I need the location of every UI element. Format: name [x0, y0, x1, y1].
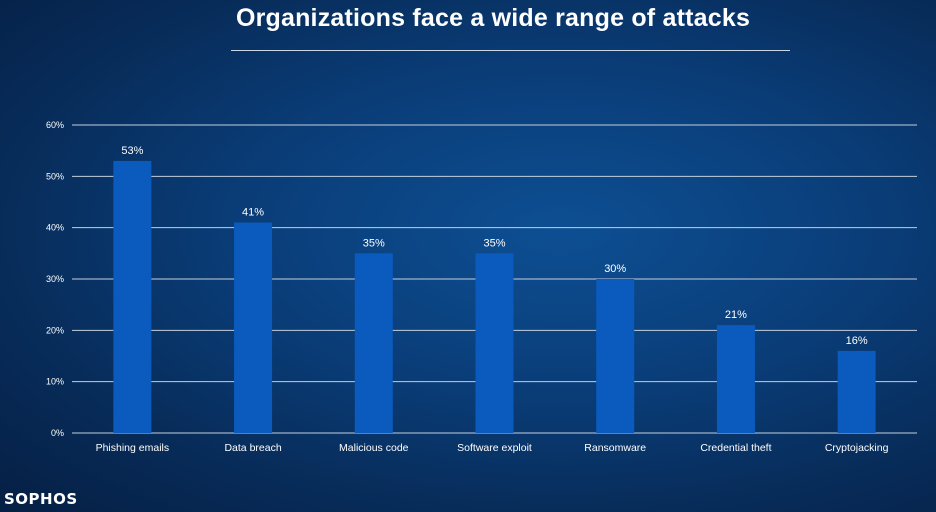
bar — [716, 325, 755, 433]
title-underline — [231, 50, 790, 51]
chart-title: Organizations face a wide range of attac… — [235, 4, 751, 32]
data-label: 16% — [846, 335, 868, 347]
data-label: 53% — [121, 145, 143, 157]
x-tick-label: Phishing emails — [96, 442, 170, 454]
y-tick-label: 30% — [46, 274, 64, 284]
x-tick-label: Credential theft — [700, 442, 771, 454]
data-label: 21% — [725, 309, 747, 321]
bar — [354, 253, 393, 433]
bar — [113, 160, 152, 433]
y-tick-label: 0% — [51, 428, 64, 438]
data-label: 35% — [483, 237, 505, 249]
bar — [234, 222, 273, 433]
x-tick-label: Malicious code — [339, 442, 409, 454]
bar — [475, 253, 514, 433]
bar — [837, 350, 876, 433]
data-label: 41% — [242, 207, 264, 219]
sophos-logo: SOPHOS — [4, 490, 78, 508]
bar — [596, 279, 635, 433]
y-tick-label: 60% — [46, 120, 64, 130]
x-tick-label: Ransomware — [584, 442, 646, 454]
y-tick-label: 10% — [46, 377, 64, 387]
data-label: 35% — [363, 237, 385, 249]
y-tick-label: 50% — [46, 171, 64, 181]
y-tick-label: 40% — [46, 223, 64, 233]
data-label: 30% — [604, 263, 626, 275]
x-tick-label: Software exploit — [457, 442, 532, 454]
y-tick-label: 20% — [46, 325, 64, 335]
x-tick-label: Cryptojacking — [825, 442, 889, 454]
x-tick-label: Data breach — [224, 442, 281, 454]
